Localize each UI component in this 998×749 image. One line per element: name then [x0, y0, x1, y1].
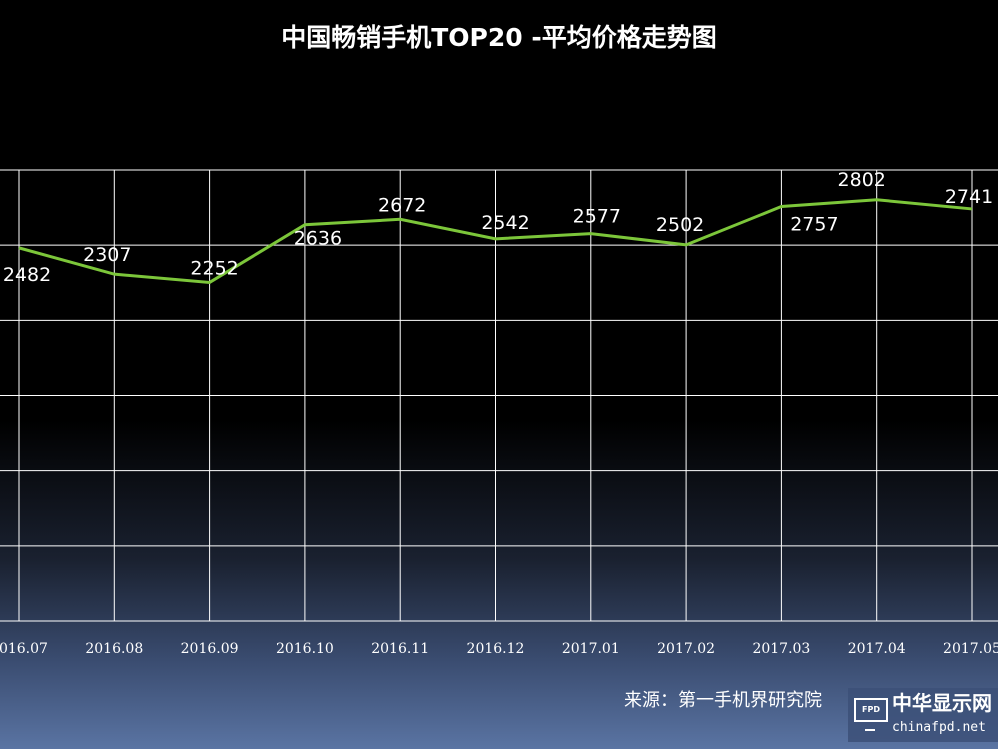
data-label: 2672 — [378, 194, 426, 216]
logo-name: 中华显示网 — [892, 691, 992, 715]
logo-url: chinafpd.net — [892, 720, 986, 735]
data-label: 2252 — [190, 257, 238, 279]
series-line — [18, 198, 973, 284]
data-label: 2502 — [656, 214, 704, 236]
source-note: 来源：第一手机界研究院 — [624, 690, 822, 711]
watermark-logo: FPD 中华显示网 chinafpd.net — [848, 688, 998, 742]
monitor-stand — [865, 721, 875, 731]
x-tick-label: 2016.08 — [85, 641, 143, 657]
data-label: 2757 — [790, 214, 838, 236]
x-tick-label: 2017.02 — [657, 641, 715, 657]
data-label: 2482 — [3, 264, 51, 286]
data-label: 2542 — [481, 212, 529, 234]
x-tick-label: 2017.03 — [752, 641, 810, 657]
data-label: 2636 — [294, 228, 342, 250]
data-label: 2802 — [838, 169, 886, 191]
x-tick-label: 2016.12 — [467, 641, 525, 657]
data-label: 2577 — [573, 206, 621, 228]
x-tick-label: 2016.07 — [0, 641, 48, 657]
x-tick-label: 2017.05 — [943, 641, 998, 657]
monitor-icon: FPD — [854, 698, 888, 722]
x-tick-label: 2016.09 — [181, 641, 239, 657]
chart-title: 中国畅销手机TOP20 -平均价格走势图 — [281, 23, 717, 52]
x-tick-label: 2017.01 — [562, 641, 620, 657]
x-tick-label: 2016.10 — [276, 641, 334, 657]
x-tick-label: 2017.04 — [848, 641, 906, 657]
data-label: 2307 — [83, 244, 131, 266]
data-label: 2741 — [945, 186, 993, 208]
x-tick-label: 2016.11 — [371, 641, 429, 657]
